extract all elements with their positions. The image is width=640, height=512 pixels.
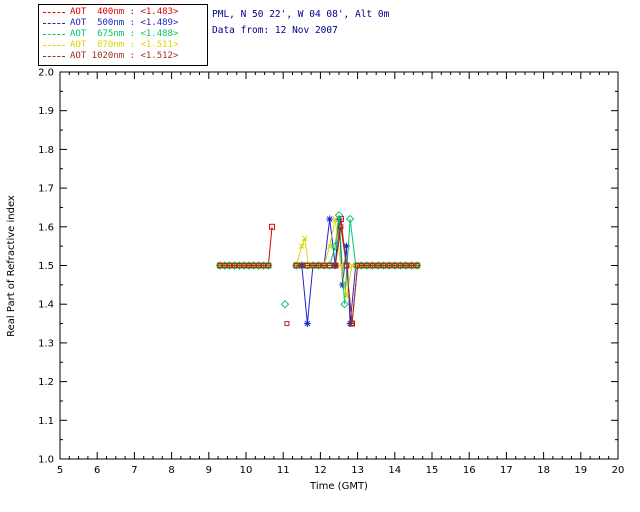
y-axis-label: Real Part of Refractive index xyxy=(6,195,17,337)
svg-text:1.9: 1.9 xyxy=(38,106,54,117)
svg-text:14: 14 xyxy=(388,465,401,476)
legend-entry-label: AOT 870nm : <1.511> xyxy=(70,40,179,50)
svg-text:1.5: 1.5 xyxy=(38,261,54,272)
svg-text:11: 11 xyxy=(277,465,290,476)
svg-text:9: 9 xyxy=(206,465,212,476)
legend-box: AOT 400nm : <1.483> AOT 500nm : <1.489> … xyxy=(38,4,208,66)
legend-line-sample-icon xyxy=(43,23,65,24)
svg-text:12: 12 xyxy=(314,465,327,476)
legend-line-sample-icon xyxy=(43,12,65,13)
legend-entry: AOT 675nm : <1.488> xyxy=(39,29,207,40)
data-date: Data from: 12 Nov 2007 xyxy=(212,25,338,36)
svg-text:13: 13 xyxy=(351,465,364,476)
plot-header: PML, N 50 22', W 04 08', Alt 0m Data fro… xyxy=(212,7,389,39)
legend-line-sample-icon xyxy=(43,56,65,57)
svg-text:20: 20 xyxy=(612,465,625,476)
svg-text:1.3: 1.3 xyxy=(38,338,54,349)
svg-text:1.2: 1.2 xyxy=(38,377,54,388)
svg-text:18: 18 xyxy=(537,465,550,476)
legend-entry-label: AOT 400nm : <1.483> xyxy=(70,7,179,17)
svg-text:5: 5 xyxy=(57,465,63,476)
legend-entry: AOT 1020nm : <1.512> xyxy=(39,51,207,62)
legend-entry: AOT 500nm : <1.489> xyxy=(39,18,207,29)
legend-entry-label: AOT 500nm : <1.489> xyxy=(70,18,179,28)
legend-entry-label: AOT 1020nm : <1.512> xyxy=(70,51,179,61)
svg-text:15: 15 xyxy=(426,465,439,476)
svg-text:16: 16 xyxy=(463,465,476,476)
svg-text:1.0: 1.0 xyxy=(38,455,54,466)
svg-text:1.4: 1.4 xyxy=(38,300,54,311)
legend-line-sample-icon xyxy=(43,34,65,35)
svg-text:1.8: 1.8 xyxy=(38,145,54,156)
svg-text:1.6: 1.6 xyxy=(38,222,54,233)
legend-entry-label: AOT 675nm : <1.488> xyxy=(70,29,179,39)
svg-text:7: 7 xyxy=(131,465,137,476)
legend-line-sample-icon xyxy=(43,45,65,46)
svg-text:8: 8 xyxy=(168,465,174,476)
svg-text:1.7: 1.7 xyxy=(38,184,54,195)
legend-entry: AOT 870nm : <1.511> xyxy=(39,40,207,51)
x-axis-label: Time (GMT) xyxy=(309,481,368,492)
svg-text:1.1: 1.1 xyxy=(38,416,54,427)
svg-text:17: 17 xyxy=(500,465,513,476)
svg-text:10: 10 xyxy=(240,465,253,476)
svg-text:19: 19 xyxy=(574,465,587,476)
station-info: PML, N 50 22', W 04 08', Alt 0m xyxy=(212,9,390,20)
svg-text:2.0: 2.0 xyxy=(38,68,54,79)
svg-text:6: 6 xyxy=(94,465,100,476)
legend-entry: AOT 400nm : <1.483> xyxy=(39,7,207,18)
